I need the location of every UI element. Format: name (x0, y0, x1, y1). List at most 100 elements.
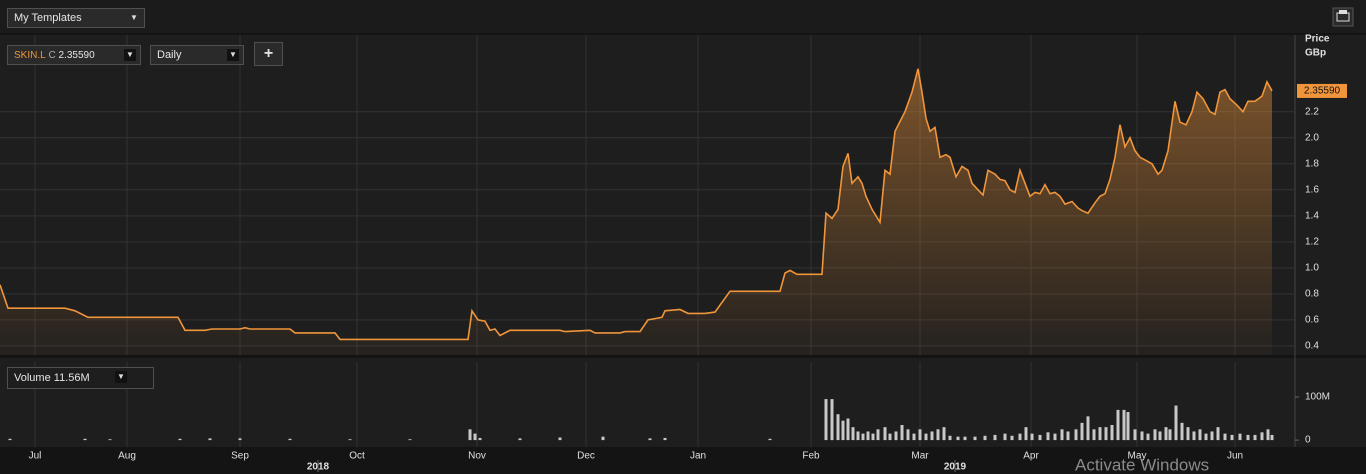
watermark: Activate Windows (1075, 455, 1209, 474)
x-tick-label: Jan (690, 451, 706, 462)
x-tick-label: May (1128, 451, 1147, 462)
volume-bar (851, 427, 855, 441)
volume-bar (1216, 427, 1220, 441)
volume-bar (841, 420, 845, 441)
volume-bar (478, 437, 482, 441)
volume-bar (1238, 433, 1242, 441)
volume-bar (408, 439, 412, 441)
y-tick-label: 1.0 (1305, 262, 1319, 273)
volume-bar (993, 434, 997, 441)
volume-bar (468, 429, 472, 441)
volume-bar (1140, 431, 1144, 441)
volume-bar (1086, 416, 1090, 441)
volume-bar (1080, 422, 1084, 441)
volume-bar (1204, 433, 1208, 441)
volume-bar (846, 418, 850, 441)
toolbar (0, 0, 1366, 33)
volume-bar (876, 429, 880, 441)
volume-bar (1146, 433, 1150, 441)
volume-bar (1122, 409, 1126, 441)
add-label: + (263, 45, 274, 62)
volume-bar (906, 429, 910, 441)
volume-bar (918, 429, 922, 441)
volume-value: 11.56M (53, 372, 90, 384)
price-line (0, 68, 1273, 341)
volume-bar (930, 431, 934, 441)
volume-bar (1266, 429, 1270, 441)
volume-bar (1074, 429, 1078, 441)
close-prefix: C (48, 49, 56, 61)
year-label: 2019 (944, 462, 967, 473)
y-tick-label: 0 (1305, 435, 1311, 446)
x-tick-label: Mar (911, 451, 929, 462)
volume-bar (942, 427, 946, 441)
volume-box[interactable]: Volume 11.56M ▼ (7, 367, 154, 389)
volume-bar (1164, 427, 1168, 441)
volume-bar (1092, 429, 1096, 441)
y-tick-label: 1.4 (1305, 210, 1319, 221)
x-tick-label: Jul (29, 451, 42, 462)
volume-bar (558, 437, 562, 441)
volume-bar (866, 431, 870, 441)
y-tick-label: 1.2 (1305, 236, 1319, 247)
volume-bar (663, 437, 667, 441)
volume-bar (1110, 424, 1114, 441)
volume-panel (0, 358, 1366, 447)
y-tick-label: 1.8 (1305, 158, 1319, 169)
volume-bar (1060, 429, 1064, 441)
y-tick-label: 100M (1305, 392, 1330, 403)
volume-bar (936, 429, 940, 441)
x-tick-label: Aug (118, 451, 136, 462)
volume-bar (1158, 431, 1162, 441)
x-tick-label: Oct (349, 451, 365, 462)
price-area (0, 68, 1272, 356)
y-tick-label: 0.6 (1305, 315, 1319, 326)
y-tick-label: 0.4 (1305, 341, 1319, 352)
volume-bar (348, 439, 352, 441)
symbol-box[interactable]: SKIN.L C 2.35590 ▼ (7, 45, 141, 65)
x-tick-label: Feb (802, 451, 820, 462)
volume-bar (1126, 412, 1130, 441)
volume-bar (830, 399, 834, 441)
volume-bar (1133, 429, 1137, 441)
volume-bar (1153, 429, 1157, 441)
volume-bar (1186, 427, 1190, 441)
volume-bar (178, 438, 182, 441)
volume-bar (518, 438, 522, 441)
volume-bar (648, 438, 652, 441)
y-tick-label: 2.2 (1305, 106, 1319, 117)
volume-bar (912, 433, 916, 441)
x-tick-label: Apr (1023, 451, 1039, 462)
volume-bar (208, 438, 212, 441)
last-price-box (1297, 83, 1347, 98)
symbol: SKIN.L (14, 49, 46, 61)
volume-bar (1018, 433, 1022, 441)
volume-bar (973, 436, 977, 441)
volume-bar (1003, 433, 1007, 441)
volume-bar (1246, 434, 1250, 441)
x-tick-label: Jun (1227, 451, 1243, 462)
volume-bar (888, 433, 892, 441)
volume-bar (108, 439, 112, 441)
volume-bar (83, 438, 87, 441)
volume-bar (1168, 429, 1172, 441)
volume-bar (856, 431, 860, 441)
volume-bar (1024, 427, 1028, 441)
volume-bar (1030, 433, 1034, 441)
year-label: 2018 (307, 462, 330, 473)
print-icon[interactable] (1332, 7, 1354, 27)
template-menu[interactable]: My Templates ▼ (7, 8, 145, 28)
add-button[interactable]: + (254, 42, 283, 66)
volume-bar (963, 436, 967, 441)
volume-bar (1053, 433, 1057, 441)
volume-bar (8, 438, 12, 441)
volume-bar (1104, 427, 1108, 441)
template-menu-label: My Templates (14, 12, 82, 24)
volume-bar (1198, 429, 1202, 441)
interval-menu[interactable]: Daily ▼ (150, 45, 244, 65)
volume-bar (883, 427, 887, 441)
volume-bar (1098, 427, 1102, 441)
y-tick-label: 0.8 (1305, 289, 1319, 300)
